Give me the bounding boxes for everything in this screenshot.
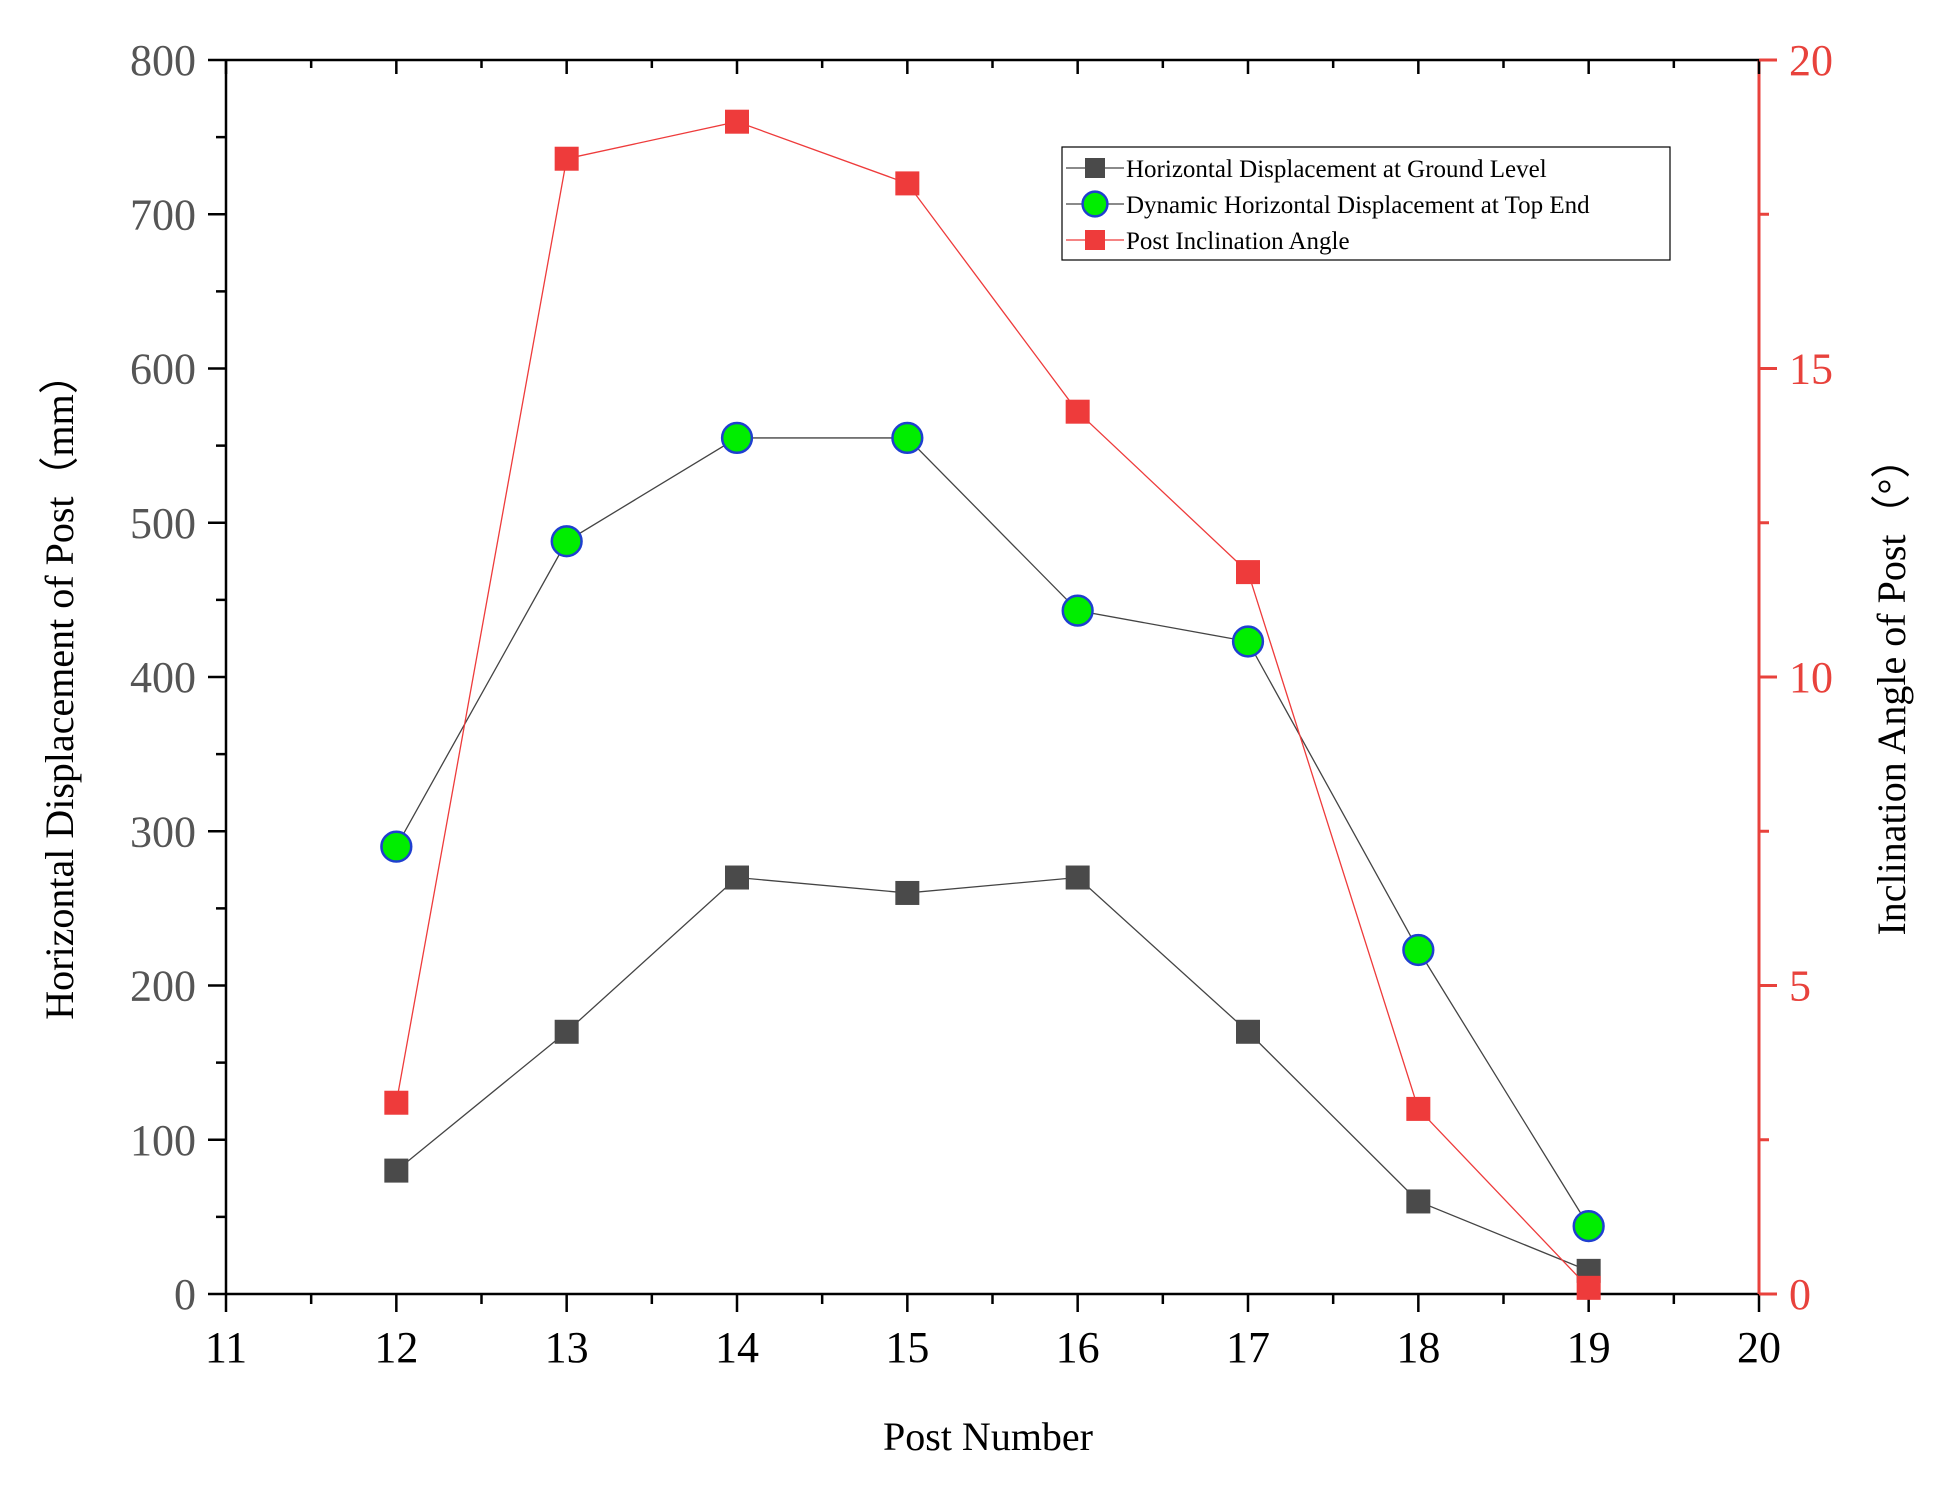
y-right-tick-label: 15 [1789,345,1833,394]
x-tick-label: 14 [715,1323,759,1372]
x-tick-label: 18 [1396,1323,1440,1372]
y-left-tick-label: 0 [174,1270,196,1319]
data-point [720,421,754,455]
data-point [1231,625,1265,658]
y-left-tick-label: 200 [130,962,196,1011]
legend: Horizontal Displacement at Ground Level D… [1061,146,1671,261]
y-left-tick-label: 100 [130,1116,196,1165]
data-point [1236,1019,1260,1044]
y-left-tick-label: 600 [130,345,196,394]
series-line [395,121,1590,1289]
data-point [1065,399,1090,424]
x-tick-label: 15 [885,1323,929,1372]
y-left-tick-label: 800 [130,36,196,85]
legend-label: Horizontal Displacement at Ground Level [1126,156,1547,183]
legend-item: Post Inclination Angle [1066,228,1350,255]
data-point [380,830,413,863]
series-1 [384,865,1601,1283]
data-point [895,171,920,196]
series-2 [380,421,1605,1243]
series-3 [384,109,1601,1300]
series-layer [380,109,1605,1300]
legend-label: Post Inclination Angle [1126,228,1350,255]
legend-marker [1085,230,1105,250]
data-point [725,109,749,134]
y-left-tick-label: 400 [130,653,196,702]
series-line [395,876,1589,1272]
x-tick-label: 16 [1056,1323,1100,1372]
x-tick-label: 12 [374,1323,418,1372]
x-tick-label: 20 [1737,1323,1781,1372]
data-point [1236,560,1260,585]
data-point [1406,1096,1431,1121]
data-point [1065,865,1090,890]
y-axis-left-title: Horizontal Displacement of Post（mm） [37,354,82,1019]
y-right-tick-label: 5 [1789,962,1811,1011]
data-point [554,1019,579,1044]
legend-label: Dynamic Horizontal Displacement at Top E… [1126,192,1590,219]
legend-item: Dynamic Horizontal Displacement at Top E… [1066,190,1590,219]
data-point [1402,933,1435,967]
data-point [1406,1189,1431,1214]
data-point [895,880,920,905]
data-point [550,525,583,558]
data-point [554,146,579,171]
y-axis-right-title: Inclination Angle of Post（°） [1869,438,1914,935]
legend-item: Horizontal Displacement at Ground Level [1066,156,1547,183]
legend-marker [1085,158,1105,178]
y-left-tick-label: 700 [130,190,196,239]
y-right-tick-label: 0 [1789,1270,1811,1319]
series-line [395,437,1590,1227]
y-left-tick-label: 500 [130,499,196,548]
x-tick-label: 13 [545,1323,589,1372]
y-left-tick-label: 300 [130,807,196,856]
legend-marker [1081,190,1109,218]
data-point [891,421,924,455]
x-tick-label: 17 [1226,1323,1270,1372]
data-point [384,1090,409,1115]
data-point [1576,1275,1601,1300]
x-tick-label: 11 [205,1323,247,1372]
data-point [725,865,749,890]
axes: 11 12 13 14 15 16 17 18 19 2001002003004005006007… [130,36,1833,1372]
data-point [384,1158,409,1183]
x-tick-label: 19 [1567,1323,1611,1372]
y-right-tick-label: 10 [1789,653,1833,702]
legend-box [1061,146,1671,261]
x-axis-title: Post Number [883,1414,1093,1459]
data-point [1061,594,1094,627]
data-point [1572,1210,1605,1243]
y-right-tick-label: 20 [1789,36,1833,85]
